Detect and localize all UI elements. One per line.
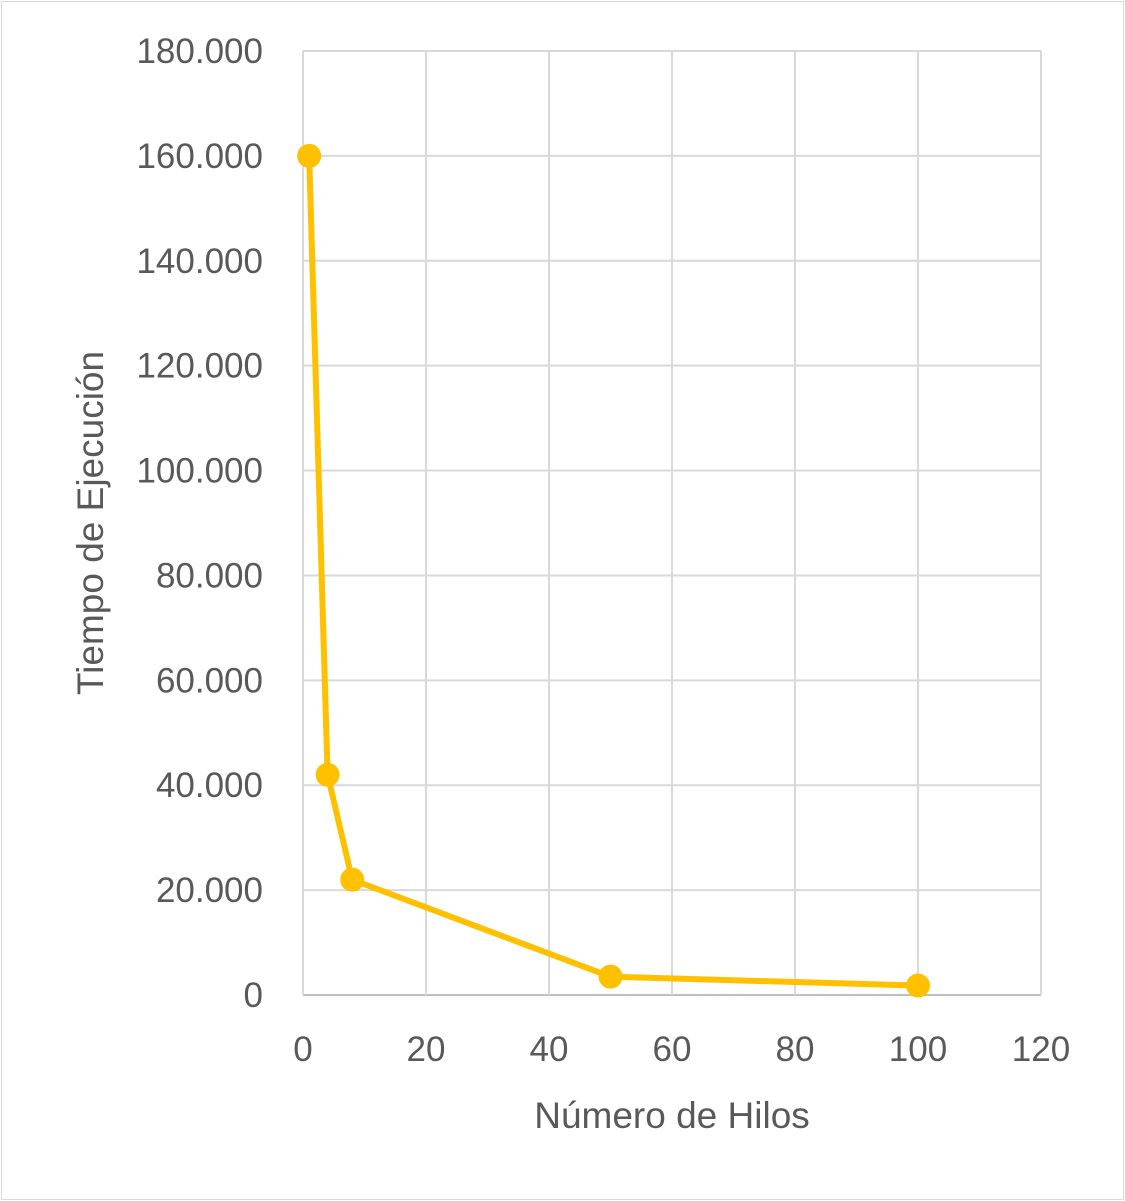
data-point (906, 973, 930, 998)
y-tick-label: 40.000 (156, 766, 263, 805)
data-point (598, 964, 623, 989)
y-tick-label: 20.000 (156, 871, 263, 910)
y-tick-label: 0 (244, 976, 263, 1015)
data-point (297, 143, 322, 168)
y-tick-label: 100.000 (136, 452, 263, 491)
series-group (297, 143, 930, 998)
x-tick-label: 80 (776, 1030, 815, 1069)
data-point (315, 762, 340, 787)
x-axis-title: Número de Hilos (534, 1095, 810, 1136)
y-tick-label: 180.000 (136, 32, 263, 71)
y-axis-title: Tiempo de Ejecución (70, 351, 111, 695)
y-tick-label: 60.000 (156, 661, 263, 700)
x-tick-label: 20 (407, 1030, 446, 1069)
gridlines (302, 50, 1042, 996)
y-tick-label: 120.000 (136, 347, 263, 386)
data-point (340, 867, 365, 892)
x-tick-label: 40 (530, 1030, 569, 1069)
x-tick-label: 120 (1012, 1030, 1070, 1069)
x-axis-tick-labels: 0 20 40 60 80 100 120 (293, 1030, 1070, 1069)
series-line (306, 152, 921, 989)
y-axis-tick-labels: 0 20.000 40.000 60.000 80.000 100.000 120.000 1… (136, 32, 263, 1015)
y-tick-label: 140.000 (136, 242, 263, 281)
x-tick-label: 100 (889, 1030, 947, 1069)
y-tick-label: 160.000 (136, 137, 263, 176)
x-tick-label: 60 (653, 1030, 692, 1069)
x-tick-label: 0 (293, 1030, 312, 1069)
y-tick-label: 80.000 (156, 556, 263, 595)
